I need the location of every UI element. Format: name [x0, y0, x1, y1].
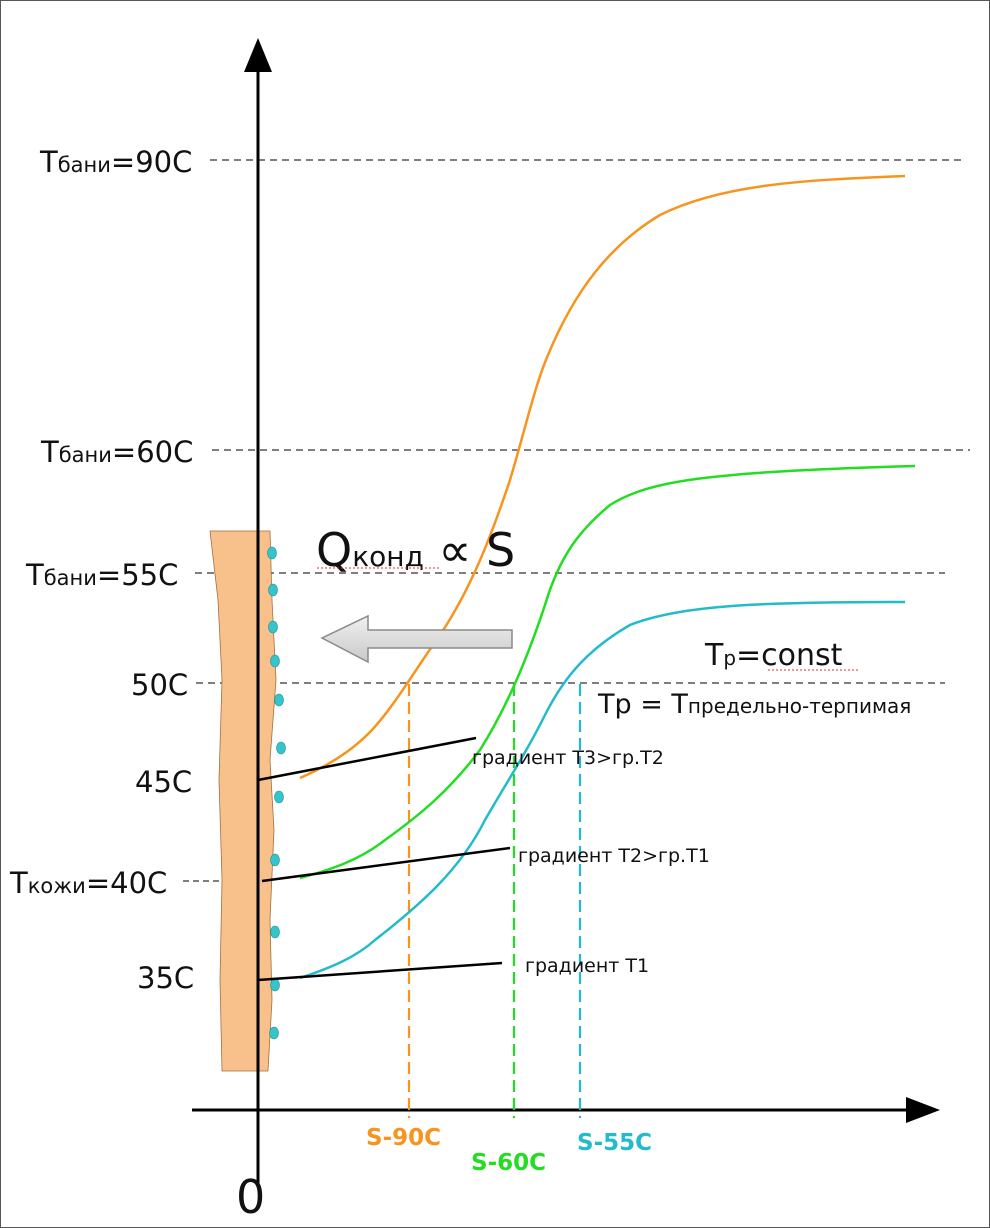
curve-bath-55 — [299, 600, 906, 980]
sweat-droplets — [267, 546, 286, 1040]
level-label-60: Tбани=60C — [40, 435, 193, 469]
level-label-90: Tбани=90C — [39, 145, 192, 179]
gradient-label-t1: градиент T1 — [525, 955, 649, 977]
tp-const-label: Tp=const — [704, 638, 843, 673]
s55-label: S-55C — [577, 1130, 652, 1156]
gradient-line-t2 — [261, 846, 511, 883]
gradient-line-t3 — [257, 736, 477, 782]
y-axis-arrowhead — [244, 38, 272, 72]
tp-definition-label: Tp = Tпредельно-терпимая — [597, 689, 911, 720]
gradient-line-t1 — [257, 961, 503, 982]
s60-label: S-60C — [471, 1150, 546, 1176]
gradient-label-t2: градиент T2>гр.T1 — [518, 845, 710, 867]
curve-bath-60 — [299, 464, 916, 880]
s90-label: S-90C — [366, 1125, 441, 1151]
curve-bath-90 — [299, 174, 906, 780]
level-label-skin-40: Tкожи=40C — [9, 866, 167, 900]
origin-label: 0 — [236, 1170, 265, 1224]
heat-flow-label: Qконд ∝ S — [316, 523, 515, 577]
level-label-45: 45C — [135, 765, 192, 799]
level-label-35: 35C — [137, 961, 194, 995]
level-label-50: 50C — [131, 668, 188, 702]
skin-layer — [209, 530, 277, 1072]
heat-flow-arrow[interactable] — [320, 614, 513, 664]
x-axis-arrowhead — [906, 1097, 940, 1123]
gradient-label-t3: градиент T3>гр.T2 — [472, 747, 664, 769]
level-label-55: Tбани=55C — [25, 558, 178, 592]
